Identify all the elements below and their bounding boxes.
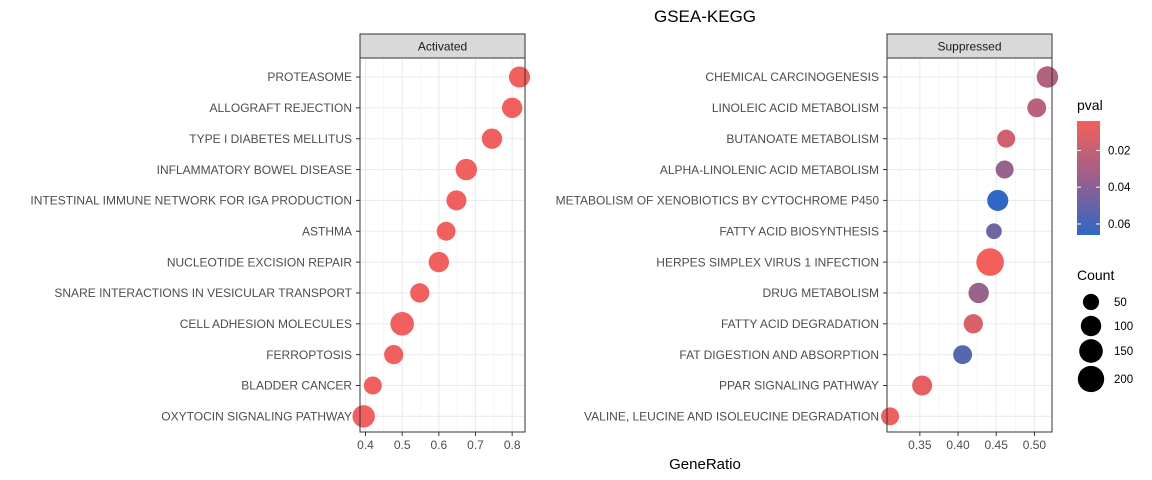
x-tick-label: 0.50	[1023, 438, 1047, 452]
term-label: PROTEASOME	[267, 70, 352, 84]
point-bladder-cancer	[363, 376, 382, 395]
strip-label-suppressed: Suppressed	[937, 40, 1001, 54]
point-fatty-acid-biosynthesis	[986, 223, 1002, 240]
point-fatty-acid-degradation	[963, 314, 983, 334]
term-label: INFLAMMATORY BOWEL DISEASE	[157, 163, 352, 177]
strip-activated	[359, 33, 526, 59]
point-drug-metabolism	[968, 282, 989, 304]
x-tick-label: 0.7	[467, 438, 484, 452]
term-label: VALINE, LEUCINE AND ISOLEUCINE DEGRADATI…	[584, 410, 879, 424]
point-ppar-signaling-pathway	[912, 375, 933, 396]
color-legend-bar	[1077, 121, 1100, 235]
point-metabolism-of-xenobiotics-by-cytochrome-p450	[987, 189, 1009, 211]
point-linoleic-acid-metabolism	[1027, 98, 1047, 118]
x-tick-label: 0.40	[946, 438, 970, 452]
x-tick-label: 0.45	[985, 438, 1009, 452]
point-ferroptosis	[384, 345, 404, 365]
size-legend-label: 200	[1114, 374, 1133, 386]
point-cell-adhesion-molecules	[390, 311, 414, 336]
term-label: OXYTOCIN SIGNALING PATHWAY	[161, 410, 352, 424]
term-label: FATTY ACID BIOSYNTHESIS	[719, 224, 879, 238]
x-tick-label: 0.35	[908, 438, 932, 452]
term-label: FATTY ACID DEGRADATION	[721, 317, 879, 331]
term-label: PPAR SIGNALING PATHWAY	[719, 379, 879, 393]
x-tick-label: 0.6	[430, 438, 447, 452]
term-label: DRUG METABOLISM	[763, 286, 879, 300]
term-label: INTESTINAL IMMUNE NETWORK FOR IGA PRODUC…	[30, 194, 352, 208]
term-label: LINOLEIC ACID METABOLISM	[712, 101, 879, 115]
term-label: BUTANOATE METABOLISM	[726, 132, 879, 146]
term-label: METABOLISM OF XENOBIOTICS BY CYTOCHROME …	[556, 194, 880, 208]
point-nucleotide-excision-repair	[428, 251, 450, 273]
point-allograft-rejection	[501, 97, 523, 119]
point-type-i-diabetes-mellitus	[481, 128, 503, 149]
point-oxytocin-signaling-pathway	[352, 405, 375, 428]
panel-border	[886, 57, 1053, 433]
x-tick-label: 0.8	[504, 438, 521, 452]
point-fat-digestion-and-absorption	[953, 345, 973, 365]
term-label: ALLOGRAFT REJECTION	[210, 101, 352, 115]
point-snare-interactions-in-vesicular-transport	[410, 283, 430, 303]
plot-area	[887, 58, 1052, 432]
term-label: NUCLEOTIDE EXCISION REPAIR	[167, 255, 352, 269]
color-legend-title: pval	[1077, 97, 1103, 113]
panel-suppressed: Suppressed 0.35 0.40 0.45 0.50 CHEMICAL CARCI…	[556, 33, 1059, 452]
legend-layer: pval 0.02 0.04 0.06 Count 50 100 150 200	[1077, 97, 1133, 393]
term-label: ALPHA-LINOLENIC ACID METABOLISM	[660, 163, 879, 177]
color-legend-label: 0.02	[1108, 145, 1130, 157]
point-herpes-simplex-virus-1-infection	[976, 248, 1004, 276]
term-label: FERROPTOSIS	[266, 348, 352, 362]
color-legend-label: 0.04	[1108, 182, 1131, 194]
size-legend-label: 150	[1114, 346, 1133, 358]
point-asthma	[436, 221, 456, 241]
term-label: CELL ADHESION MOLECULES	[180, 317, 352, 331]
term-label: FAT DIGESTION AND ABSORPTION	[679, 348, 879, 362]
size-legend-dot	[1077, 365, 1105, 393]
point-butanoate-metabolism	[997, 129, 1016, 148]
strip-suppressed	[886, 33, 1053, 59]
term-label: HERPES SIMPLEX VIRUS 1 INFECTION	[656, 255, 879, 269]
x-tick-label: 0.5	[394, 438, 411, 452]
point-intestinal-immune-network-for-iga-production	[446, 190, 467, 211]
term-label: TYPE I DIABETES MELLITUS	[189, 132, 352, 146]
point-inflammatory-bowel-disease	[455, 158, 478, 181]
point-chemical-carcinogenesis	[1036, 66, 1059, 88]
point-proteasome	[508, 66, 531, 88]
plot-area	[360, 58, 525, 432]
panel-border	[359, 57, 526, 433]
point-valine-leucine-and-isoleucine-degradation	[881, 407, 900, 426]
size-legend-label: 100	[1114, 321, 1133, 333]
panel-activated: Activated 0.4 0.5 0.6 0.7 0.8 PROTEASOME ALLOGR…	[30, 33, 531, 452]
strip-label-activated: Activated	[418, 40, 467, 54]
color-legend-label: 0.06	[1108, 219, 1130, 231]
size-legend-label: 50	[1114, 297, 1127, 309]
x-axis-label: GeneRatio	[669, 456, 741, 473]
size-legend-dot	[1080, 315, 1102, 337]
term-label: CHEMICAL CARCINOGENESIS	[705, 70, 879, 84]
panels-layer: Activated 0.4 0.5 0.6 0.7 0.8 PROTEASOME ALLOGR…	[30, 33, 1059, 452]
term-label: ASTHMA	[302, 224, 352, 238]
size-legend-title: Count	[1077, 267, 1114, 283]
point-alpha-linolenic-acid-metabolism	[995, 160, 1014, 179]
term-label: SNARE INTERACTIONS IN VESICULAR TRANSPOR…	[54, 286, 352, 300]
chart-title: GSEA-KEGG	[654, 7, 756, 26]
size-legend-dot	[1079, 339, 1103, 363]
x-tick-label: 0.4	[357, 438, 374, 452]
term-label: BLADDER CANCER	[241, 379, 352, 393]
size-legend-dot	[1082, 293, 1100, 311]
